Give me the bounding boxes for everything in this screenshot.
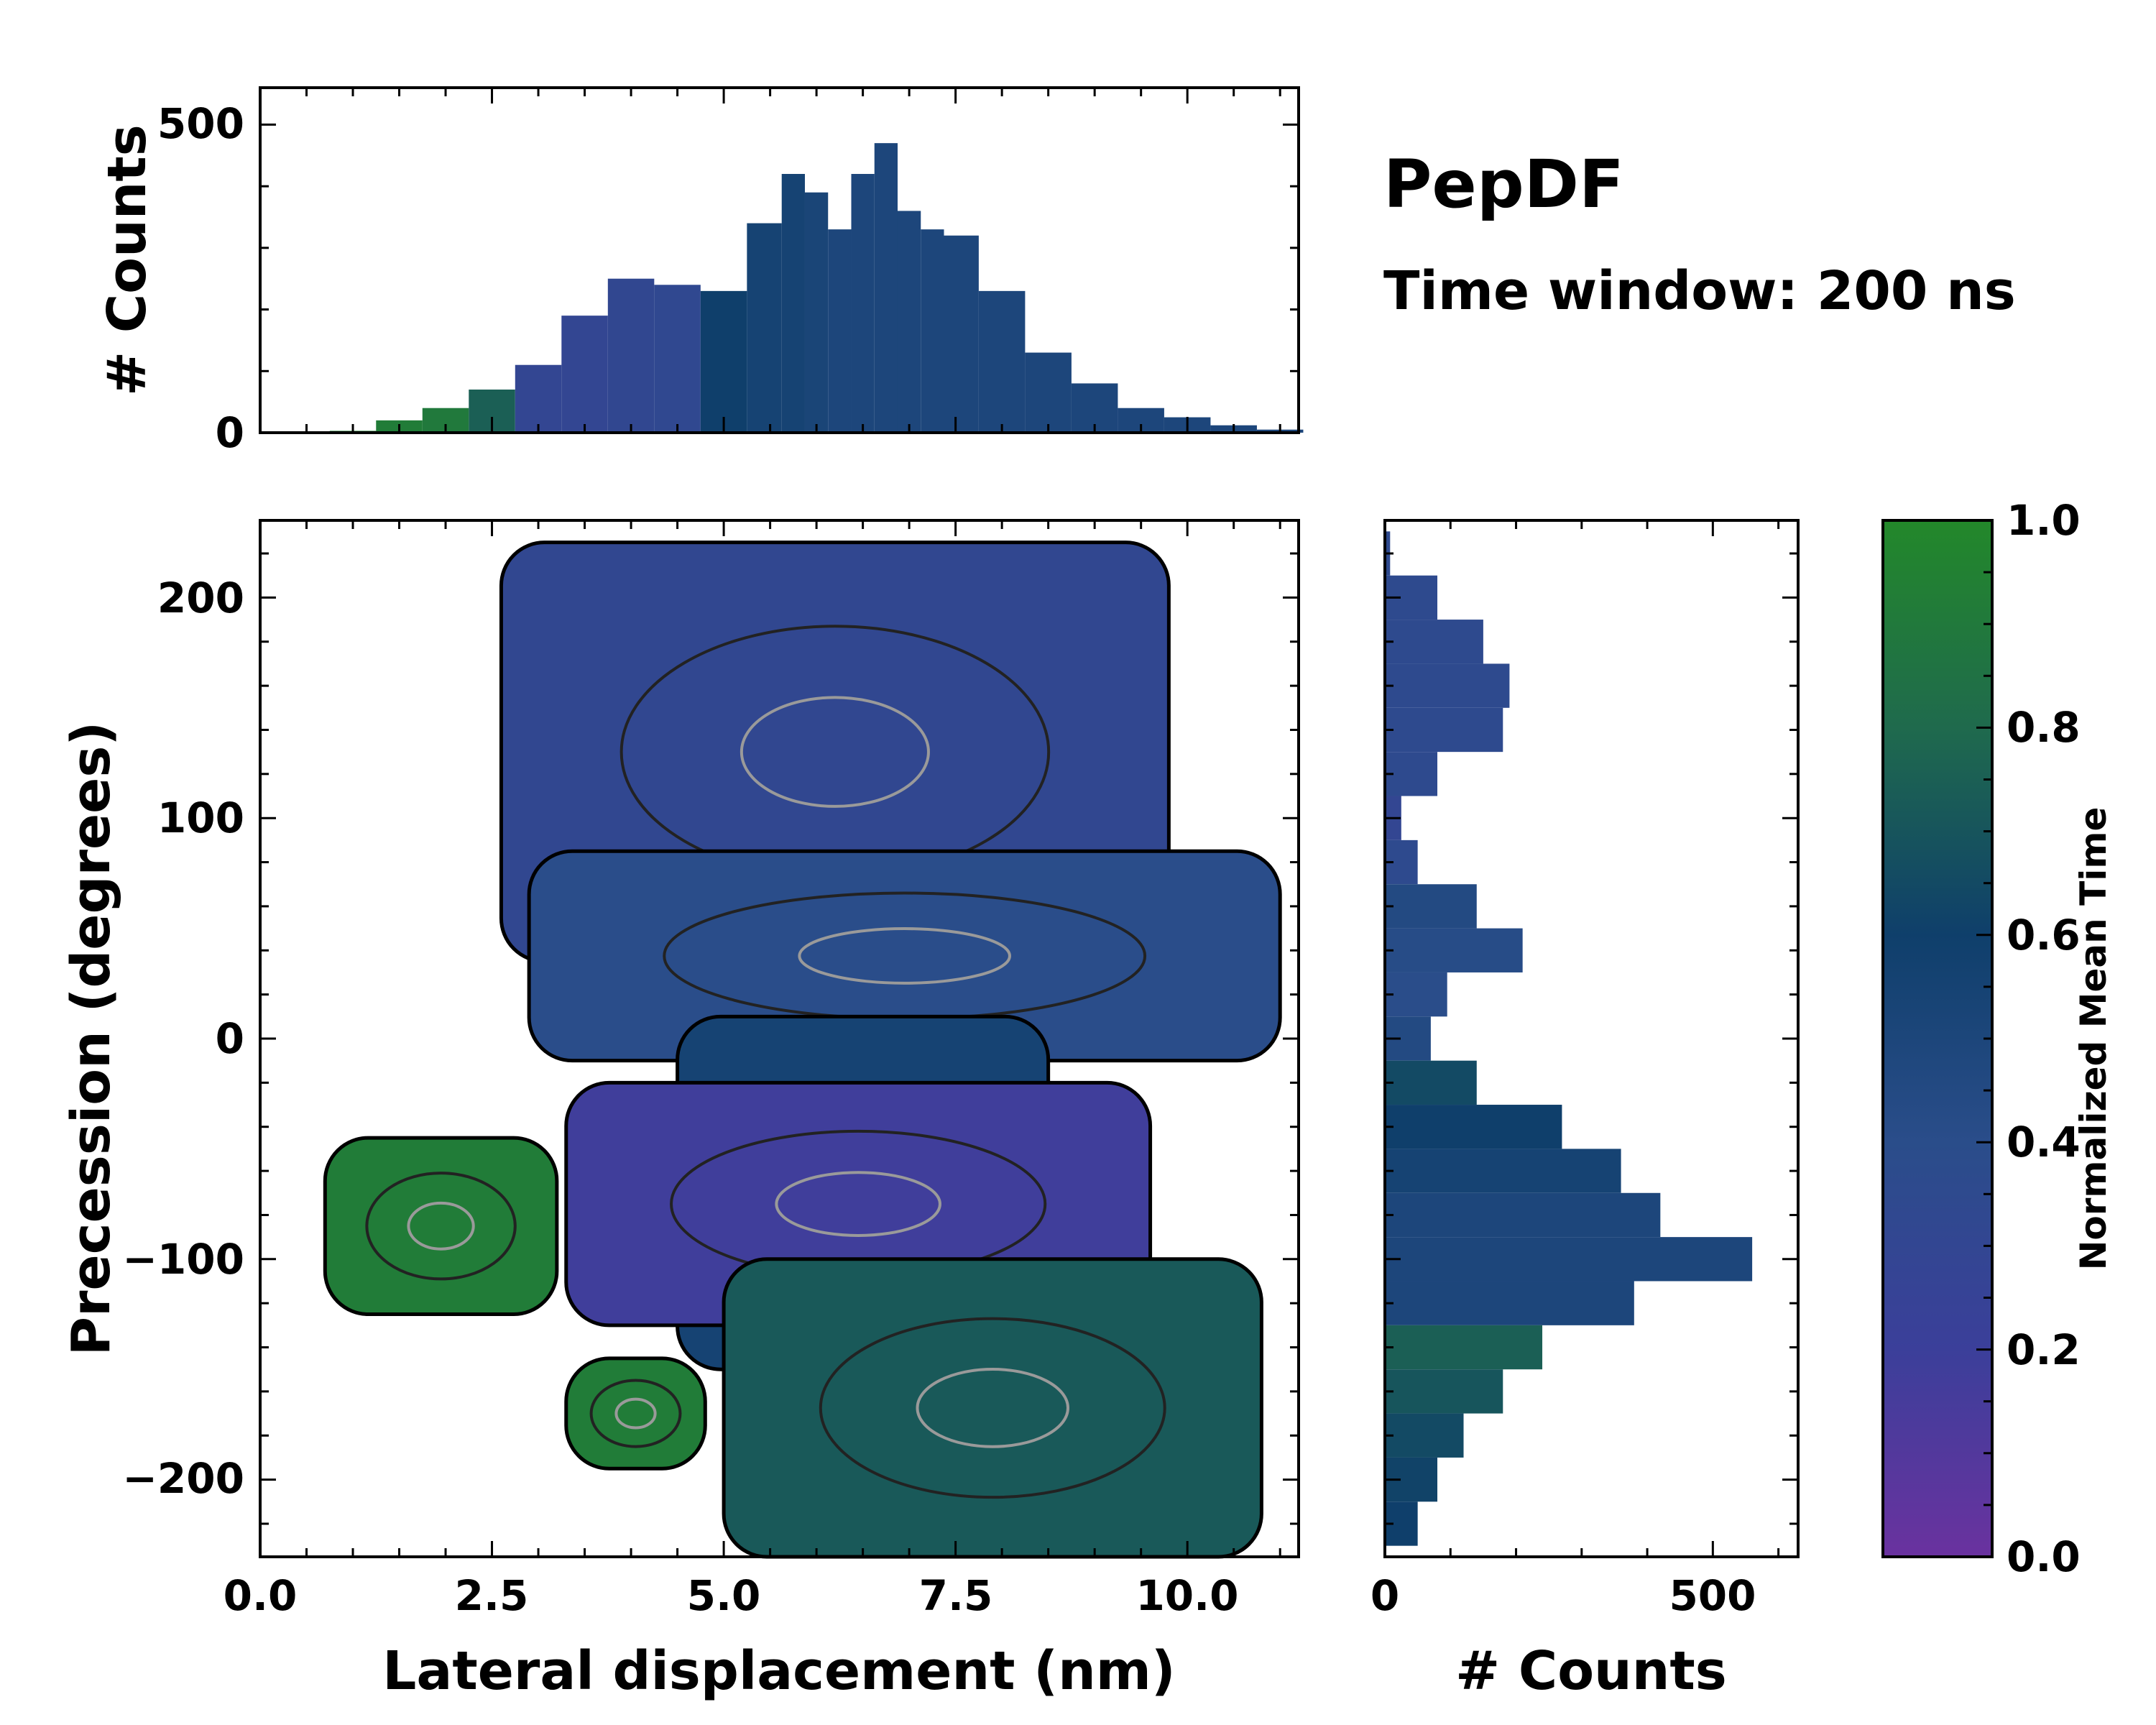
right-histogram-bar — [1385, 972, 1447, 1017]
top-histogram-bar — [804, 192, 829, 433]
colorbar-tick-label: 0.0 — [2007, 1532, 2081, 1581]
right-histogram-bar — [1385, 1281, 1634, 1325]
top-histogram-bar — [978, 290, 1026, 433]
top-histogram-bar — [561, 316, 608, 433]
density-contour — [775, 1171, 941, 1237]
right-histogram-bar — [1385, 928, 1523, 972]
main-x-tick-label: 2.5 — [455, 1571, 529, 1620]
density-contour — [740, 696, 930, 808]
right-histogram-bars — [1385, 531, 1753, 1546]
top-histogram-bar — [921, 229, 944, 433]
top-histogram-bar — [607, 278, 655, 433]
top-y-tick-label: 0 — [216, 408, 244, 457]
density-contour — [365, 1172, 517, 1281]
density-contour — [589, 1379, 682, 1448]
right-x-axis-label: # Counts — [1455, 1640, 1727, 1702]
main-y-axis-label: Precession (degrees) — [60, 722, 122, 1356]
heatmap-region — [722, 1257, 1263, 1559]
colorbar-tick-label: 0.8 — [2007, 703, 2081, 752]
main-panel: 0.0 2.5 5.0 7.5 10.0 200 100 0 −100 −200… — [60, 519, 1300, 1702]
right-x-tick-label: 0 — [1370, 1571, 1399, 1620]
right-histogram-bar — [1385, 663, 1510, 708]
right-histogram-bar — [1385, 1105, 1562, 1149]
top-histogram-bar — [1025, 352, 1072, 433]
top-histogram-bar — [897, 211, 921, 433]
main-y-tick-label: −200 — [122, 1454, 244, 1503]
top-histogram-panel: 0 500 # Counts — [96, 86, 1304, 457]
density-contour — [916, 1368, 1070, 1448]
top-histogram-bar — [874, 143, 898, 433]
right-histogram-bar — [1385, 707, 1503, 753]
density-contour — [819, 1317, 1166, 1499]
top-y-tick-label: 500 — [157, 99, 244, 148]
colorbar-axis-label: Normalized Mean Time — [2073, 807, 2114, 1271]
right-histogram-bar — [1385, 1149, 1621, 1193]
top-histogram-frame — [259, 86, 1300, 434]
right-histogram-bar — [1385, 1413, 1464, 1458]
main-y-tick-label: 0 — [216, 1014, 244, 1063]
right-tick-marks — [1383, 520, 1798, 1557]
main-x-tick-label: 5.0 — [687, 1571, 761, 1620]
top-histogram-bar — [654, 285, 701, 433]
right-histogram-bar — [1385, 1060, 1477, 1105]
right-histogram-bar — [1385, 1192, 1661, 1238]
main-x-tick-label: 0.0 — [224, 1571, 298, 1620]
density-contour — [798, 927, 1011, 985]
colorbar: 0.0 0.2 0.4 0.6 0.8 1.0 Normalized Mean … — [1881, 496, 2114, 1581]
colorbar-tick-label: 0.2 — [2007, 1325, 2081, 1374]
heatmap-region — [564, 1356, 707, 1471]
main-y-tick-label: 100 — [157, 794, 244, 842]
main-y-tick-label: −100 — [122, 1235, 244, 1284]
main-y-tick-label: 200 — [157, 574, 244, 622]
main-y-tick-labels: 200 100 0 −100 −200 — [122, 574, 244, 1503]
main-x-tick-label: 10.0 — [1135, 1571, 1238, 1620]
top-histogram-bar — [515, 364, 562, 433]
colorbar-tick-label: 0.6 — [2007, 911, 2081, 960]
top-tick-marks — [259, 88, 1299, 434]
main-x-tick-label: 7.5 — [919, 1571, 993, 1620]
heatmap-region-layer — [323, 540, 1282, 1559]
right-histogram-panel: 0 500 # Counts — [1370, 519, 1800, 1702]
chart-title: PepDF — [1383, 146, 1624, 223]
right-histogram-bar — [1385, 1237, 1753, 1282]
right-histogram-bar — [1385, 884, 1477, 929]
right-histogram-bar — [1385, 1369, 1503, 1414]
top-histogram-bar — [747, 223, 782, 433]
top-histogram-bar — [828, 229, 852, 433]
density-contour — [614, 1397, 657, 1430]
right-histogram-bar — [1385, 1325, 1543, 1370]
main-x-tick-labels: 0.0 2.5 5.0 7.5 10.0 — [224, 1571, 1239, 1620]
colorbar-tick-label: 1.0 — [2007, 496, 2081, 545]
colorbar-tick-label: 0.4 — [2007, 1118, 2081, 1167]
colorbar-gradient — [1881, 519, 1994, 1558]
chart-subtitle: Time window: 200 ns — [1383, 260, 2016, 322]
top-histogram-bar — [700, 290, 747, 433]
main-tick-marks — [259, 520, 1299, 1557]
right-histogram-bar — [1385, 752, 1438, 796]
right-histogram-bar — [1385, 620, 1483, 664]
top-y-axis-label: # Counts — [96, 124, 158, 396]
main-x-axis-label: Lateral displacement (nm) — [382, 1640, 1175, 1702]
colorbar-tick-marks — [1976, 519, 1992, 1558]
top-histogram-bar — [781, 174, 805, 433]
right-x-tick-label: 500 — [1669, 1571, 1756, 1620]
density-contour — [407, 1201, 475, 1251]
top-histogram-bar — [944, 235, 979, 433]
heatmap-region — [323, 1136, 559, 1317]
top-histogram-bar — [851, 174, 875, 433]
top-histogram-bars — [329, 143, 1304, 433]
